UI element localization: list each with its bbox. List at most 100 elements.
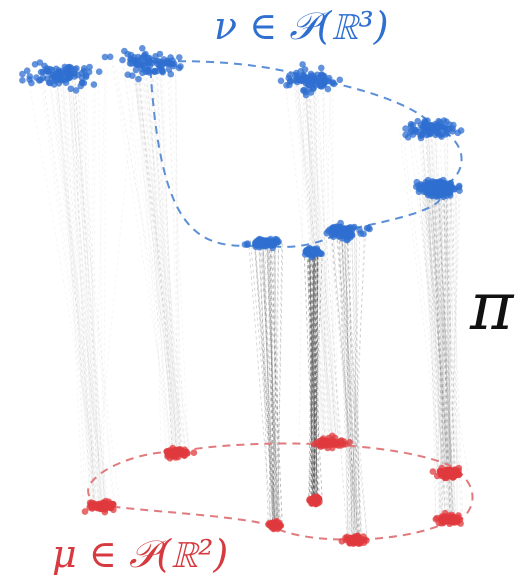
coupling-line (423, 191, 447, 522)
sample-point (304, 81, 312, 89)
coupling-line (254, 246, 277, 529)
sample-point (329, 225, 336, 232)
coupling-line (262, 241, 274, 524)
coupling-line (426, 124, 450, 472)
coupling-line (295, 79, 335, 444)
sample-point (432, 122, 440, 129)
coupling-line (321, 73, 332, 446)
sample-point (455, 183, 463, 191)
sample-point (427, 129, 434, 137)
coupling-line (435, 191, 446, 520)
sample-point (303, 249, 310, 256)
sample-point (130, 57, 138, 64)
sample-point (299, 61, 306, 68)
coupling-line (82, 78, 101, 505)
source-cluster (306, 493, 323, 508)
coupling-line (315, 250, 318, 497)
source-cluster (265, 517, 285, 533)
coupling-line (308, 82, 318, 444)
sample-point (334, 440, 341, 447)
sample-point (339, 235, 346, 242)
sample-point (431, 182, 439, 189)
coupling-line (276, 244, 279, 524)
sample-point (423, 189, 430, 196)
sample-point (309, 72, 317, 79)
sample-point (302, 91, 310, 99)
coupling-line (56, 67, 89, 507)
sample-point (72, 87, 80, 94)
coupling-line (431, 126, 451, 475)
coupling-line (422, 189, 443, 519)
coupling-line (55, 71, 98, 506)
coupling-line (449, 192, 460, 519)
coupling-line (296, 74, 333, 443)
coupling-line (285, 90, 327, 444)
coupling-line (442, 184, 453, 522)
coupling-line (446, 188, 458, 471)
sample-point (77, 82, 84, 90)
coupling-line (148, 60, 167, 452)
coupling-line (425, 124, 447, 474)
coupling-line (306, 252, 319, 500)
coupling-line (141, 69, 178, 455)
sample-point (153, 68, 161, 75)
coupling-line (55, 75, 94, 507)
sample-point (438, 520, 445, 527)
coupling-line (407, 126, 452, 472)
sample-point (174, 447, 182, 454)
coupling-line (266, 244, 278, 528)
sample-point (244, 241, 251, 249)
sample-point (443, 118, 450, 125)
coupling-line (85, 81, 100, 507)
sample-point (343, 533, 351, 541)
coupling-line (79, 81, 94, 503)
coupling-line (135, 53, 181, 453)
sample-point (170, 60, 178, 67)
coupling-line (437, 188, 454, 519)
sample-point (93, 504, 101, 512)
coupling-line (345, 228, 350, 541)
sample-point (444, 515, 451, 522)
sample-point (175, 64, 183, 72)
sample-point (432, 131, 440, 139)
coupling-line (355, 230, 360, 541)
coupling-line (427, 194, 451, 513)
target-cluster (323, 219, 373, 244)
coupling-line (448, 185, 462, 522)
coupling-line (66, 73, 103, 506)
sample-point (262, 239, 269, 246)
sample-point (124, 71, 132, 78)
coupling-line (159, 67, 177, 453)
coupling-line (53, 67, 97, 504)
coupling-line (452, 189, 458, 519)
coupling-line (98, 85, 105, 506)
sample-point (337, 219, 344, 227)
coupling-line (411, 130, 469, 473)
coupling-line (443, 118, 455, 471)
coupling-line (79, 71, 105, 506)
sample-point (275, 521, 282, 529)
coupling-line (133, 58, 184, 452)
coupling-line (445, 193, 453, 522)
coupling-line (90, 69, 94, 507)
sample-point (167, 54, 174, 61)
coupling-line (267, 244, 279, 526)
coupling-line (434, 190, 450, 521)
coupling-line (306, 86, 333, 442)
coupling-line (340, 229, 356, 543)
coupling-line (336, 233, 355, 539)
coupling-line (124, 55, 186, 452)
sample-point (306, 495, 314, 503)
coupling-line (347, 230, 356, 543)
sample-point (45, 79, 53, 86)
coupling-line (307, 80, 337, 447)
coupling-line (425, 127, 450, 474)
coupling-line (441, 192, 452, 518)
coupling-line (434, 124, 454, 478)
coupling-line (269, 244, 276, 523)
sample-point (33, 74, 40, 81)
coupling-line (422, 129, 443, 477)
coupling-line (308, 252, 314, 500)
sample-point (351, 533, 359, 540)
coupling-line (259, 246, 282, 523)
